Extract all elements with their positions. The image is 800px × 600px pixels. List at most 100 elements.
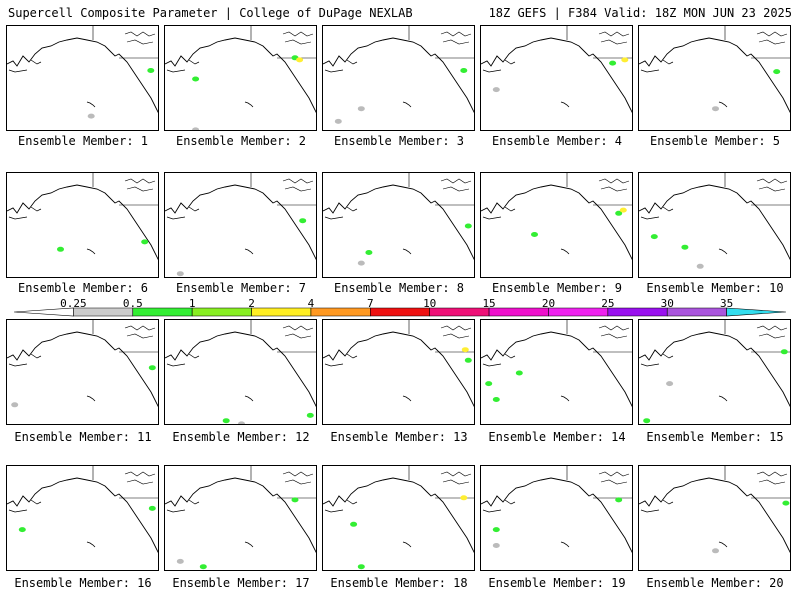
ensemble-panel <box>638 465 791 571</box>
ensemble-panel <box>322 172 475 278</box>
panel-label: Ensemble Member: 8 <box>333 281 465 295</box>
country-border <box>724 173 790 206</box>
colorbar-segment <box>726 307 787 317</box>
panel-map <box>7 320 158 408</box>
scp-contour <box>696 263 704 269</box>
coastline <box>7 184 158 261</box>
country-border <box>92 173 158 206</box>
panel-label: Ensemble Member: 14 <box>488 430 626 444</box>
arctic-islands <box>598 325 630 339</box>
hawaii-islands <box>86 395 96 402</box>
panel-map <box>481 466 632 554</box>
scp-contour <box>199 564 207 570</box>
coastline <box>165 331 316 408</box>
scp-contour <box>350 521 358 527</box>
coastline <box>481 37 632 114</box>
country-border <box>724 466 790 499</box>
arctic-islands <box>440 31 472 45</box>
coastline <box>639 477 790 554</box>
ensemble-panel <box>322 465 475 571</box>
scp-contour <box>334 118 342 124</box>
scp-contour <box>222 418 230 424</box>
aleutian-islands <box>8 499 42 513</box>
colorbar-segment <box>548 307 609 317</box>
country-border <box>250 26 316 59</box>
colorbar-tick-label: 15 <box>482 297 496 310</box>
panel-map <box>639 466 790 554</box>
hawaii-islands <box>560 101 570 108</box>
aleutian-islands <box>166 59 200 73</box>
panel-map <box>165 173 316 277</box>
country-border <box>724 26 790 59</box>
panel-map <box>165 466 316 570</box>
scp-contour <box>712 548 719 554</box>
hawaii-islands <box>86 248 96 255</box>
arctic-islands <box>124 178 156 192</box>
scp-contour <box>492 527 500 533</box>
aleutian-islands <box>324 206 358 220</box>
scp-contour <box>460 68 468 73</box>
hawaii-islands <box>718 101 728 108</box>
panel-map <box>165 26 316 130</box>
ensemble-panel <box>6 319 159 425</box>
ensemble-panel <box>322 319 475 425</box>
ensemble-panel <box>480 25 633 131</box>
scp-contour <box>615 210 623 216</box>
scp-contour <box>515 370 523 376</box>
country-border <box>566 320 632 353</box>
scp-contour <box>87 113 95 119</box>
country-border <box>408 26 474 59</box>
colorbar-segment <box>191 307 252 317</box>
colorbar-segment <box>251 307 312 317</box>
scp-contour <box>485 381 493 387</box>
country-border <box>250 466 316 499</box>
panel-map <box>7 173 158 261</box>
panel-label: Ensemble Member: 13 <box>330 430 468 444</box>
scp-contour <box>773 69 781 75</box>
scp-contour <box>650 234 658 240</box>
scp-contour <box>18 527 26 533</box>
coastline <box>165 37 316 114</box>
panel-map <box>639 173 790 269</box>
colorbar <box>13 307 787 317</box>
panel-label: Ensemble Member: 6 <box>17 281 149 295</box>
colorbar-tick-label: 25 <box>601 297 615 310</box>
coastline <box>7 37 158 114</box>
scp-contour <box>176 558 184 564</box>
colorbar-tick-label: 0.5 <box>122 297 143 310</box>
hawaii-islands <box>402 101 412 108</box>
colorbar-segment <box>310 307 371 317</box>
hawaii-islands <box>560 395 570 402</box>
panel-map <box>7 26 158 119</box>
scp-contour <box>492 87 500 93</box>
coastline <box>639 331 790 408</box>
scp-contour <box>365 250 373 255</box>
hawaii-islands <box>718 395 728 402</box>
hawaii-islands <box>560 248 570 255</box>
country-border <box>566 466 632 499</box>
aleutian-islands <box>324 59 358 73</box>
arctic-islands <box>598 31 630 45</box>
aleutian-islands <box>8 206 42 220</box>
coastline <box>639 37 790 114</box>
hawaii-islands <box>402 248 412 255</box>
ensemble-panel <box>480 465 633 571</box>
scp-contour <box>615 497 623 503</box>
hawaii-islands <box>244 541 254 548</box>
scp-contour <box>141 239 149 245</box>
colorbar-tick-label: 30 <box>660 297 674 310</box>
coastline <box>323 184 474 261</box>
colorbar-tick-label: 10 <box>423 297 437 310</box>
colorbar-tick-label: 2 <box>248 297 255 310</box>
aleutian-islands <box>166 206 200 220</box>
panel-map <box>323 466 474 570</box>
panel-map <box>639 26 790 114</box>
scp-contour <box>192 127 200 130</box>
scp-contour <box>619 207 627 213</box>
arctic-islands <box>124 31 156 45</box>
ensemble-panel <box>638 25 791 131</box>
aleutian-islands <box>8 59 42 73</box>
colorbar-segment <box>666 307 727 317</box>
ensemble-panel <box>638 319 791 425</box>
arctic-islands <box>440 325 472 339</box>
